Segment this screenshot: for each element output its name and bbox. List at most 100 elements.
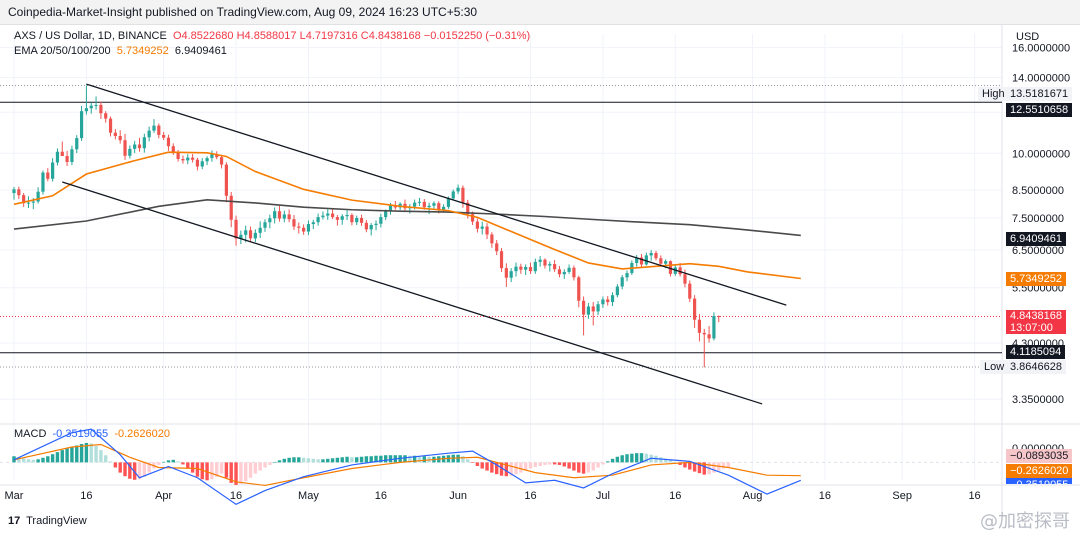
macd-histogram-bar <box>277 460 282 463</box>
macd-histogram-bar <box>412 455 417 463</box>
low-value: 3.8646628 <box>1006 360 1066 374</box>
macd-histogram-bar <box>692 462 697 472</box>
candle-body <box>345 215 349 217</box>
price-tick-label: 7.5000000 <box>1012 213 1064 225</box>
macd-hist-tag: −0.0893035 <box>1006 449 1073 463</box>
macd-legend: MACD -0.3519055 -0.2626020 <box>14 428 170 440</box>
macd-histogram-bar <box>161 461 166 463</box>
macd-histogram-bar <box>567 462 571 469</box>
legend-ema-value-2: 6.9409461 <box>174 45 227 57</box>
macd-histogram-bar <box>572 462 576 471</box>
macd-histogram-bar <box>104 455 108 463</box>
legend-row-1: AXS / US Dollar, 1D, BINANCE O4.8522680 … <box>14 30 530 42</box>
macd-histogram-bar <box>485 462 489 471</box>
price-tick-label: 8.5000000 <box>1012 185 1064 197</box>
candle-body <box>596 304 600 312</box>
candle-body <box>51 162 55 179</box>
macd-histogram-bar <box>94 446 98 463</box>
time-tick-label: 16 <box>968 490 980 502</box>
candle-body <box>359 217 364 223</box>
time-tick-label: Apr <box>155 490 172 502</box>
macd-histogram-bar <box>292 457 296 463</box>
legend-row-2: EMA 20/50/100/200 5.7349252 6.9409461 <box>14 45 227 57</box>
candle-body <box>548 264 552 266</box>
candle-body <box>649 252 653 256</box>
time-tick-label: Jul <box>596 490 610 502</box>
time-tick-label: Mar <box>5 490 24 502</box>
candle-body <box>659 258 663 264</box>
macd-histogram-bar <box>596 462 600 468</box>
macd-histogram-bar <box>321 459 325 463</box>
macd-histogram-bar <box>60 450 64 463</box>
lower-line-tag: 4.1185094 <box>1006 345 1066 359</box>
macd-histogram-bar <box>118 462 122 473</box>
macd-histogram-bar <box>591 462 595 471</box>
macd-histogram-bar <box>243 462 248 482</box>
candle-body <box>268 218 272 223</box>
candle-body <box>688 283 692 299</box>
candle-body <box>639 257 644 265</box>
macd-histogram-bar <box>253 462 258 474</box>
countdown: 13:07:00 <box>1010 322 1053 334</box>
macd-histogram-bar <box>562 462 566 467</box>
macd-histogram-bar <box>258 462 262 471</box>
candle-body <box>75 138 79 150</box>
macd-histogram-bar <box>335 457 340 463</box>
macd-histogram-bar <box>606 461 610 463</box>
macd-histogram-bar <box>688 462 692 470</box>
candle-body <box>591 306 595 312</box>
macd-histogram-bar <box>620 455 624 463</box>
candle-body <box>466 202 470 215</box>
current-price-tag: 4.8438168 13:07:00 <box>1006 310 1066 334</box>
candle-body <box>137 144 142 149</box>
macd-histogram-bar <box>287 457 291 463</box>
legend-ema-value-1: 5.7349252 <box>116 45 169 57</box>
macd-histogram-bar <box>330 458 335 463</box>
macd-histogram-bar <box>31 459 36 463</box>
macd-histogram-bar <box>601 462 605 465</box>
candle-body <box>181 158 185 161</box>
candle-body <box>388 205 393 212</box>
macd-histogram-bar <box>528 462 533 469</box>
channel-upper-line <box>86 83 787 306</box>
chart-canvas[interactable]: 16.000000014.000000012.000000010.0000000… <box>0 24 1080 511</box>
candle-body <box>509 271 513 278</box>
candle-body <box>31 201 35 203</box>
high-value: 13.5181671 <box>1006 87 1073 101</box>
candle-body <box>340 216 344 220</box>
candle-body <box>123 140 127 156</box>
macd-histogram-bar <box>128 462 132 479</box>
macd-histogram-bar <box>581 462 586 474</box>
currency-label[interactable]: USD <box>1016 31 1040 43</box>
candle-body <box>524 267 528 270</box>
legend-symbol: AXS / US Dollar, 1D, BINANCE <box>14 30 167 42</box>
tradingview-brand[interactable]: TradingView <box>26 515 87 527</box>
candle-body <box>70 149 74 163</box>
time-tick-label: 16 <box>230 490 242 502</box>
macd-histogram-bar <box>519 462 523 473</box>
candle-body <box>147 130 151 138</box>
macd-histogram-bar <box>301 457 306 463</box>
macd-histogram-bar <box>65 448 69 463</box>
candle-body <box>664 261 668 264</box>
macd-histogram-bar <box>586 462 591 473</box>
candle-body <box>393 205 397 208</box>
macd-histogram-bar <box>306 458 311 463</box>
candle-body <box>461 187 465 203</box>
candle-body <box>519 266 523 270</box>
macd-histogram-bar <box>548 462 552 465</box>
candle-body <box>717 315 721 317</box>
macd-panel <box>0 428 1002 506</box>
candle-body <box>195 159 200 167</box>
candle-body <box>128 148 132 156</box>
macd-histogram-bar <box>229 462 233 483</box>
time-tick-label: 16 <box>524 490 536 502</box>
macd-histogram-bar <box>417 456 422 463</box>
candle-body <box>417 201 422 203</box>
macd-histogram-bar <box>538 462 542 466</box>
candle-body <box>693 298 697 320</box>
candle-body <box>79 111 84 139</box>
macd-histogram-bar <box>350 457 354 463</box>
macd-histogram-bar <box>509 462 513 476</box>
